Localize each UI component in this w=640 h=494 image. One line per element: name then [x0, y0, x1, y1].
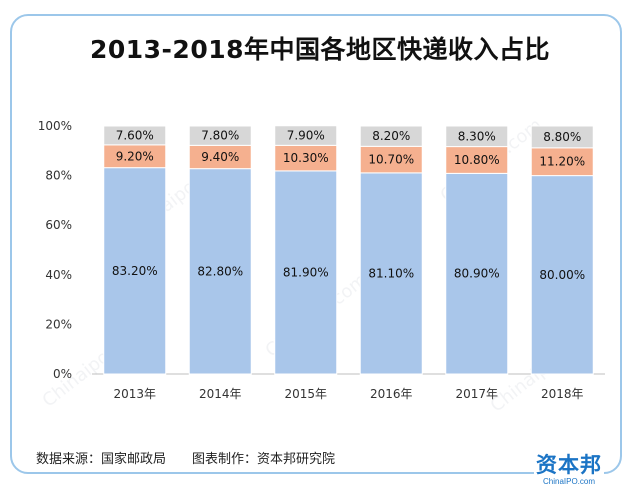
- bar-segment: [188, 125, 252, 146]
- x-tick-label: 2015年: [284, 387, 327, 401]
- data-label: 82.80%: [197, 264, 243, 278]
- bar-segment: [445, 125, 509, 148]
- footer: 数据来源：国家邮政局 图表制作：资本邦研究院: [36, 448, 335, 467]
- bar-segment: [103, 125, 167, 146]
- data-label: 7.80%: [201, 129, 239, 143]
- data-label: 81.10%: [368, 266, 414, 280]
- y-tick-label: 40%: [45, 268, 72, 282]
- data-label: 81.90%: [283, 265, 329, 279]
- brand-logo: 资本邦 ChinaIPO.com: [534, 455, 604, 486]
- y-tick-label: 100%: [38, 119, 72, 133]
- bar-segment: [530, 125, 594, 149]
- data-label: 80.00%: [539, 268, 585, 282]
- y-tick-label: 80%: [45, 169, 72, 183]
- data-label: 8.20%: [372, 129, 410, 143]
- x-tick-label: 2016年: [370, 387, 413, 401]
- bar-segment: [103, 167, 167, 375]
- data-label: 9.20%: [116, 149, 154, 163]
- data-label: 7.90%: [287, 129, 325, 143]
- data-label: 9.40%: [201, 150, 239, 164]
- bar-segment: [274, 144, 338, 172]
- bar-segment: [359, 125, 423, 147]
- y-tick-label: 0%: [53, 367, 72, 381]
- data-label: 80.90%: [454, 267, 500, 281]
- bar-segment: [188, 168, 252, 375]
- x-tick-label: 2014年: [199, 387, 242, 401]
- bar-segment: [445, 146, 509, 174]
- y-tick-label: 60%: [45, 218, 72, 232]
- bar-segment: [274, 170, 338, 375]
- bar-segment: [359, 172, 423, 375]
- data-label: 7.60%: [116, 128, 154, 142]
- chart-maker: 图表制作：资本邦研究院: [192, 452, 336, 467]
- logo-name: 资本邦: [536, 453, 602, 477]
- bar-segment: [274, 125, 338, 146]
- data-label: 83.20%: [112, 264, 158, 278]
- data-label: 10.70%: [368, 153, 414, 167]
- data-label: 10.80%: [454, 153, 500, 167]
- bar-segment: [359, 145, 423, 174]
- data-label: 10.30%: [283, 151, 329, 165]
- bar-segment: [530, 175, 594, 375]
- x-tick-label: 2017年: [455, 387, 498, 401]
- chart-title: 2013-2018年中国各地区快递收入占比: [89, 35, 551, 64]
- x-tick-label: 2018年: [541, 387, 584, 401]
- data-label: 8.30%: [458, 129, 496, 143]
- y-tick-label: 20%: [45, 317, 72, 331]
- logo-url: ChinaIPO.com: [542, 477, 596, 486]
- x-tick-label: 2013年: [113, 387, 156, 401]
- bar-segment: [530, 147, 594, 177]
- data-label: 11.20%: [539, 155, 585, 169]
- data-source: 数据来源：国家邮政局: [36, 452, 167, 467]
- data-label: 8.80%: [543, 130, 581, 144]
